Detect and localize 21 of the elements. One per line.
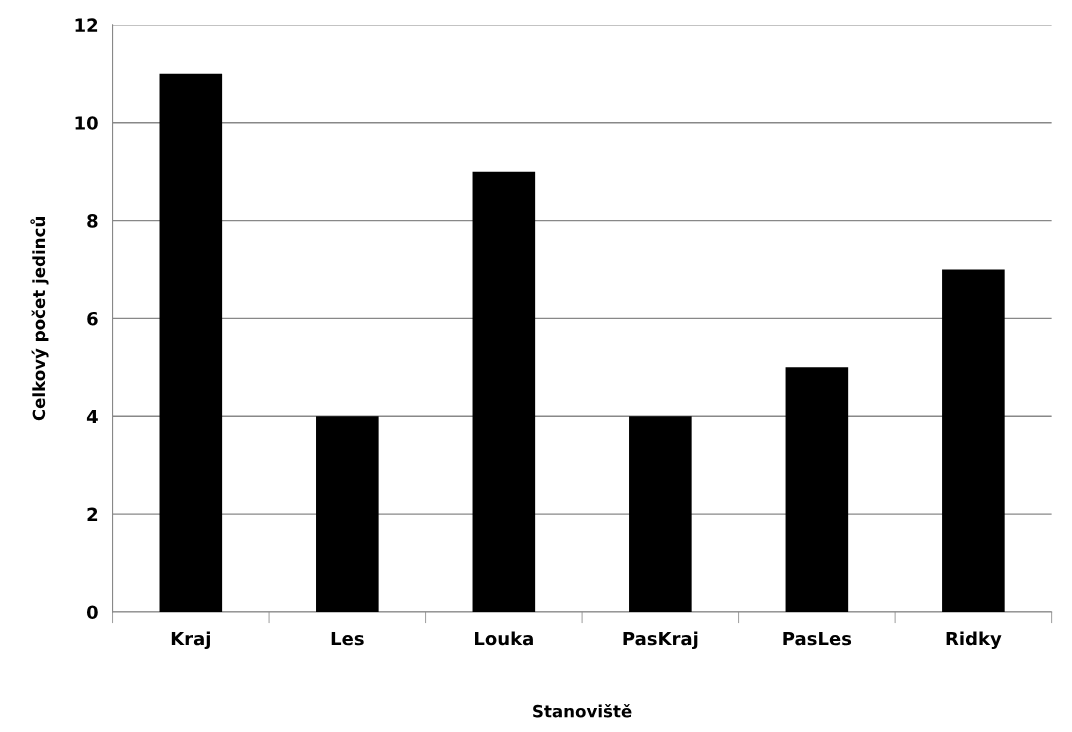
y-tick-label: 12 (75, 18, 98, 32)
y-tick-label: 2 (87, 507, 98, 521)
bar (785, 367, 849, 612)
y-tick-label: 10 (75, 116, 98, 130)
x-tick-label: Kraj (171, 631, 210, 650)
x-tick-label: Louka (475, 631, 533, 646)
x-tick-label: Les (331, 631, 364, 646)
y-tick-label: 8 (87, 214, 98, 228)
x-axis-title: Stanoviště (533, 703, 632, 718)
bar (316, 416, 379, 612)
bar (472, 171, 536, 612)
y-tick-label: 4 (86, 409, 98, 424)
y-tick-label: 6 (87, 311, 98, 326)
bar (942, 269, 1005, 612)
bar (629, 416, 692, 612)
x-tick-label: Ridky (946, 631, 1002, 650)
bar (159, 73, 223, 612)
x-tick-label: PasLes (783, 631, 852, 646)
y-tick-label: 0 (86, 605, 98, 620)
x-tick-label: PasKraj (623, 631, 698, 650)
y-axis-title: Celkový počet jedinců (30, 217, 49, 421)
